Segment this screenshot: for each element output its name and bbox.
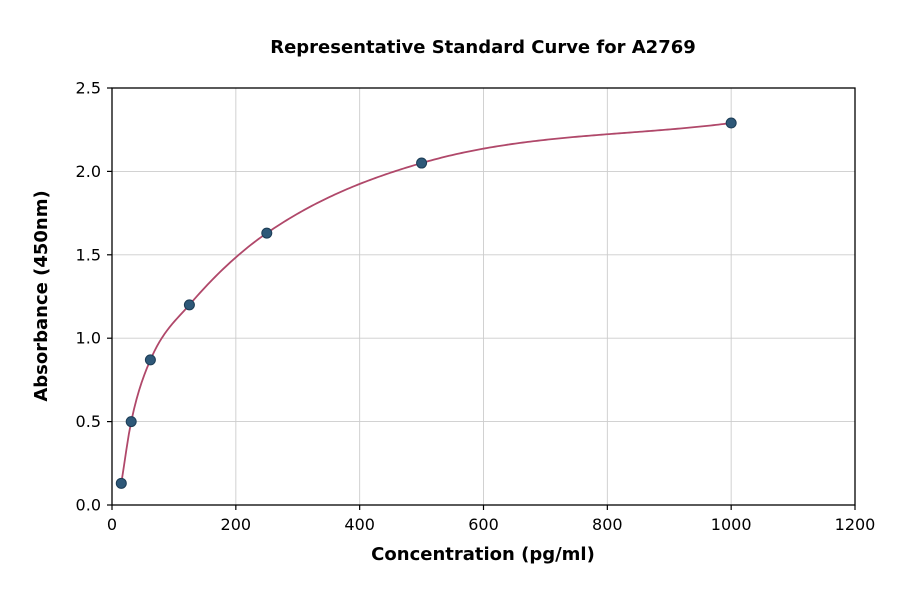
chart-title: Representative Standard Curve for A2769 [270, 37, 696, 58]
data-point [416, 157, 428, 169]
x-tick-label: 800 [592, 515, 623, 534]
y-axis-label: Absorbance (450nm) [31, 190, 52, 401]
y-tick-label: 0.0 [76, 496, 101, 515]
x-tick-label: 400 [344, 515, 375, 534]
data-point [115, 477, 127, 489]
fit-curve [120, 122, 732, 484]
x-tick-label: 1200 [835, 515, 876, 534]
y-tick-label: 2.0 [76, 162, 101, 181]
x-tick-label: 200 [221, 515, 252, 534]
x-tick-label: 600 [468, 515, 499, 534]
x-tick-labels: 0 200 400 600 800 1000 1200 [107, 515, 875, 534]
data-point [725, 117, 737, 129]
y-tick-label: 1.5 [76, 245, 101, 264]
tick-marks [107, 87, 856, 510]
x-axis-label: Concentration (pg/ml) [371, 544, 595, 565]
y-tick-label: 2.5 [76, 79, 101, 98]
gridlines [111, 87, 856, 506]
y-tick-label: 0.5 [76, 412, 101, 431]
data-point [144, 354, 156, 366]
data-point [125, 416, 137, 428]
y-tick-label: 1.0 [76, 329, 101, 348]
data-point [183, 299, 195, 311]
data-points [115, 117, 737, 489]
data-point [261, 227, 273, 239]
x-tick-label: 1000 [711, 515, 752, 534]
y-tick-labels: 0.0 0.5 1.0 1.5 2.0 2.5 [76, 79, 101, 515]
x-tick-label: 0 [107, 515, 117, 534]
